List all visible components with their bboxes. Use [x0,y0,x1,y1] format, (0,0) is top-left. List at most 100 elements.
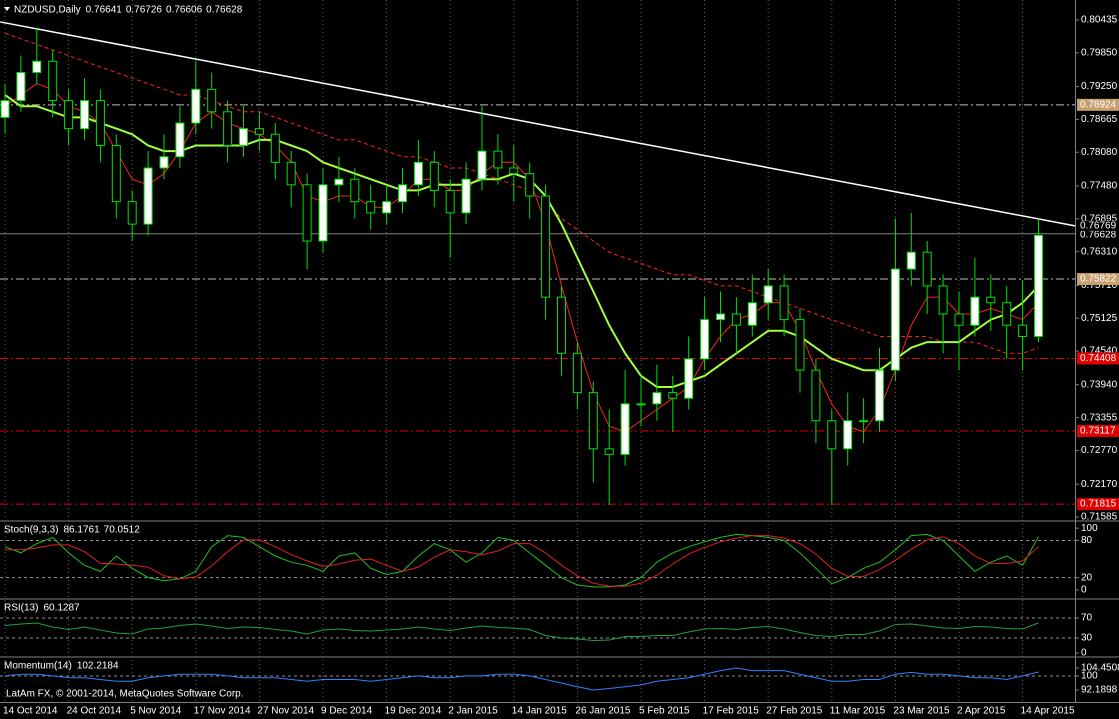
trendline-label: 0.76769 [1080,221,1117,232]
panel-title: NZDUSD,Daily [14,5,81,16]
x-tick-label: 17 Nov 2014 [194,706,251,717]
price-level-label: 0.74408 [1080,353,1117,364]
y-tick-label: 0.71585 [1081,512,1118,523]
candle-body [302,184,312,242]
candle-body [906,251,916,270]
candle-body [48,60,58,102]
candle-body [636,403,646,406]
candle-body [509,167,519,175]
candle-body [477,150,487,180]
candle-body [684,358,694,399]
indicator-value: 70.0512 [104,525,141,536]
y-tick-label: 100 [1081,523,1098,534]
candle-body [827,420,837,450]
candle-body [620,403,630,455]
price-level-label: 0.75822 [1080,274,1117,285]
candle-body [1034,234,1043,337]
x-tick-label: 26 Jan 2015 [575,706,630,717]
candle-body [32,60,42,73]
x-tick-label: 19 Dec 2014 [385,706,442,717]
candle-body [986,296,996,304]
candle-body [16,71,26,102]
candle-body [557,296,566,354]
y-tick-label: 0.75125 [1081,313,1118,324]
candle-body [572,352,582,394]
candle-body [223,111,233,146]
y-tick-label: 0.75710 [1081,280,1118,291]
candle-body [366,201,376,214]
candle-body [652,392,662,405]
y-tick-label: 0.77480 [1081,181,1118,192]
candle-body [970,296,980,326]
indicator-line [4,622,1039,642]
candle-body [461,178,471,214]
candle-body [922,251,932,287]
candle-body [811,369,821,422]
candle-body [0,100,10,118]
price-level-box [1077,98,1119,111]
ohlc-value: 0.76606 [166,5,203,16]
y-tick-label: 0.76895 [1081,213,1118,224]
panel-title: Stoch(9,3,3) [4,525,58,536]
candle-body [890,268,900,371]
y-tick-label: 0.72170 [1081,479,1118,490]
moving-average [4,32,1039,354]
candle-body [779,285,789,321]
candle-body [763,285,773,304]
candle-body [175,122,185,158]
y-tick-label: 0.79850 [1081,47,1118,58]
candle-body [398,184,407,203]
y-tick-label: 100 [1081,671,1098,682]
y-tick-label: 0.80435 [1081,15,1118,26]
candle-body [954,313,964,326]
candle-body [1018,324,1028,337]
price-level-label: 0.78924 [1080,99,1117,110]
candle-body [127,201,137,225]
price-level-label: 0.71815 [1080,499,1117,510]
price-level-label: 0.73117 [1080,426,1116,437]
x-tick-label: 5 Feb 2015 [639,706,690,717]
y-tick-label: 30 [1081,633,1093,644]
candle-body [318,184,328,242]
price-level-box [1077,352,1119,365]
candle-body [716,313,725,321]
x-tick-label: 2 Jan 2015 [448,706,498,717]
price-level-box [1077,424,1119,437]
candle-body [286,161,296,186]
candle-body [254,128,264,135]
trendline [0,21,1076,227]
x-tick-label: 14 Oct 2014 [3,706,58,717]
panel-title: Momentum(14) [4,661,72,672]
y-tick-label: 0.73940 [1081,379,1118,390]
y-tick-label: 80 [1081,535,1093,546]
current-price-box [1077,228,1119,240]
candle-body [747,302,757,326]
candle-body [859,420,869,423]
candle-body [525,173,535,197]
candle-body [270,133,280,163]
candle-body [64,100,74,130]
candle-body [731,313,741,326]
candle-body [159,156,169,169]
candle-body [191,88,201,124]
x-tick-label: 27 Feb 2015 [766,706,823,717]
x-tick-label: 11 Mar 2015 [830,706,886,717]
x-tick-label: 17 Feb 2015 [703,706,760,717]
footer: LatAm FX, © 2001-2014, MetaQuotes Softwa… [6,689,244,700]
y-tick-label: 0.72770 [1081,445,1118,456]
ohlc-value: 0.76641 [86,5,123,16]
candle-body [334,178,344,186]
y-tick-label: 0.79250 [1081,81,1118,92]
ohlc-value: 0.76726 [126,5,163,16]
candle-body [668,392,678,399]
candle-body [207,88,217,113]
candle-body [493,150,503,169]
candle-body [588,392,598,450]
candle-body [541,195,551,298]
candle-body [80,100,89,130]
candle-body [843,420,853,450]
candle-body [413,161,423,186]
candle-body [350,178,360,203]
candle-body [382,201,392,214]
candle-body [445,189,455,214]
